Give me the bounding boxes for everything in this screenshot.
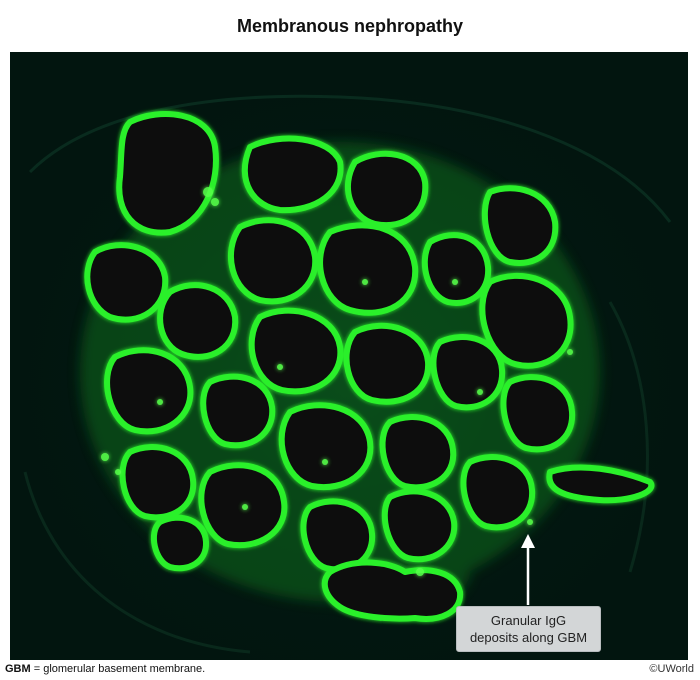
deposit-callout-label: Granular IgG deposits along GBM xyxy=(456,606,601,652)
abbreviation-footnote: GBM = glomerular basement membrane. xyxy=(5,663,205,675)
callout-arrowhead xyxy=(521,534,535,548)
figure-title: Membranous nephropathy xyxy=(236,16,464,36)
immunofluorescence-micrograph xyxy=(10,52,688,660)
abbreviation-term: GBM xyxy=(5,663,31,675)
copyright-notice: ©UWorld xyxy=(649,663,694,675)
abbreviation-definition: = glomerular basement membrane. xyxy=(30,663,206,675)
callout-line-1: Granular IgG xyxy=(490,613,567,628)
callout-line-2: deposits along GBM xyxy=(469,630,588,645)
